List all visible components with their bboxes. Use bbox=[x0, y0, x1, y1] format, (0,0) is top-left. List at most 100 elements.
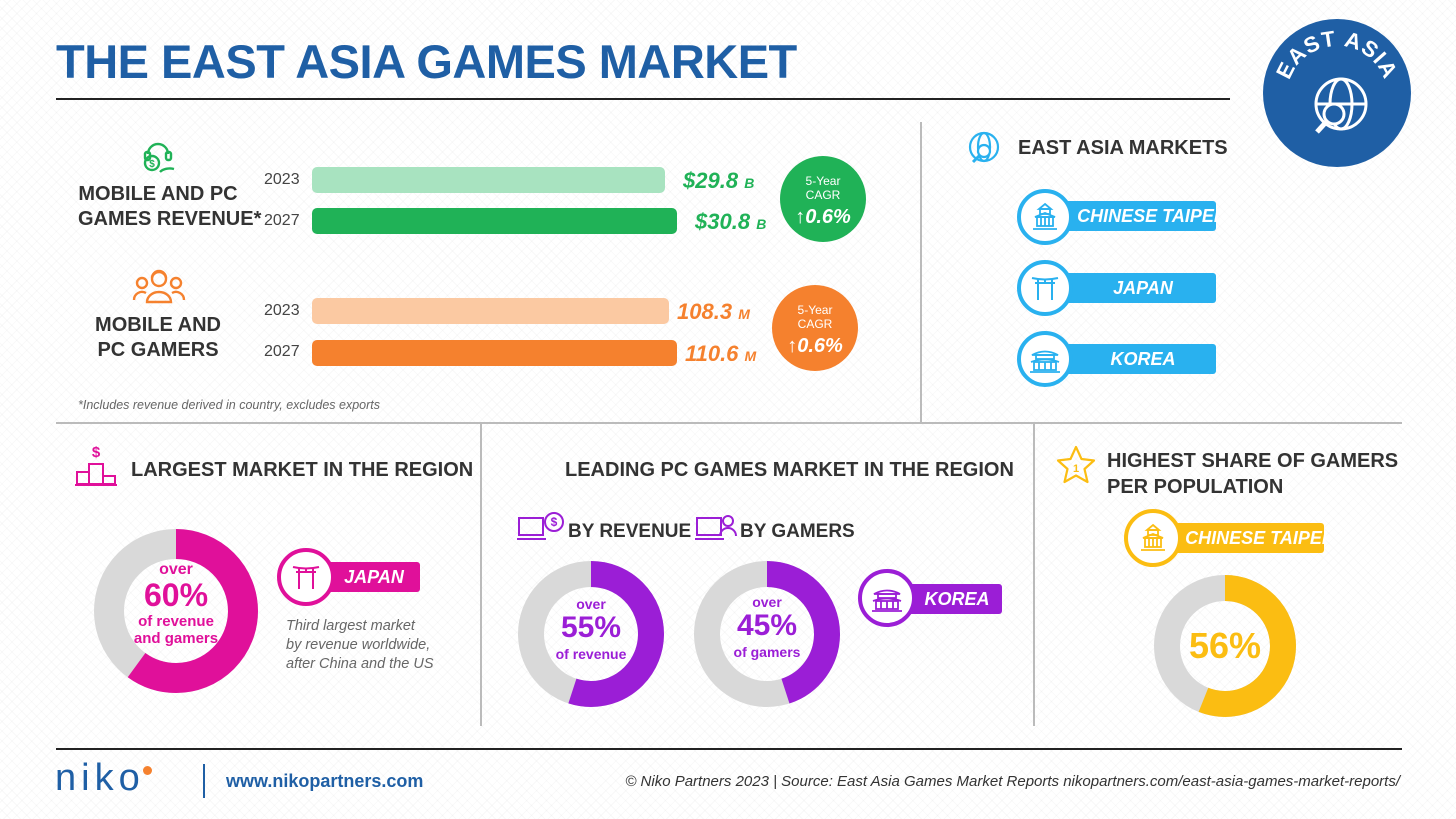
divider-vertical-top bbox=[920, 122, 922, 422]
svg-text:1: 1 bbox=[1073, 463, 1079, 475]
niko-logo: niko bbox=[55, 757, 152, 800]
largest-over: over bbox=[159, 561, 193, 578]
gam-over: over bbox=[752, 594, 782, 610]
by-gamers-donut-label: over 45% of gamers bbox=[692, 594, 842, 660]
gam-sub: of gamers bbox=[733, 644, 801, 660]
revenue-bar-2023 bbox=[312, 167, 665, 193]
largest-donut-label: over 60% of revenue and gamers bbox=[93, 561, 259, 647]
globe-search-icon bbox=[968, 131, 1000, 164]
revenue-value-2023: $29.8 B bbox=[683, 168, 755, 193]
svg-text:$: $ bbox=[92, 444, 101, 461]
footnote: *Includes revenue derived in country, ex… bbox=[78, 398, 381, 412]
revenue-headset-icon: $ bbox=[143, 142, 175, 173]
gamers-cagr-circle: 5-Year CAGR ↑0.6% bbox=[772, 285, 858, 371]
market-pill-japan: JAPAN bbox=[1050, 273, 1216, 303]
revenue-label-line2: GAMES REVENUE* bbox=[78, 208, 262, 230]
rev-sub: of revenue bbox=[555, 646, 627, 662]
by-revenue-label: BY REVENUE bbox=[568, 521, 692, 542]
divider-vertical-right bbox=[1033, 424, 1035, 726]
revenue-year-2027: 2027 bbox=[264, 212, 300, 229]
japan-note-line2: by revenue worldwide, bbox=[286, 637, 431, 653]
largest-heading: LARGEST MARKET IN THE REGION bbox=[131, 459, 474, 481]
divider-horizontal-middle bbox=[56, 422, 1402, 424]
logo-dot-icon bbox=[142, 766, 152, 775]
torii-gate-icon bbox=[277, 548, 335, 606]
temple-icon bbox=[1124, 509, 1182, 567]
by-gamers-label: BY GAMERS bbox=[740, 521, 855, 542]
gamers-year-2023: 2023 bbox=[264, 302, 300, 319]
rev-percent: 55% bbox=[560, 611, 622, 644]
market-label-japan: JAPAN bbox=[1113, 277, 1173, 298]
donut-segment bbox=[94, 529, 258, 693]
footer-source: © Niko Partners 2023 | Source: East Asia… bbox=[625, 773, 1400, 790]
up-arrow-icon: ↑ bbox=[795, 206, 806, 228]
highest-share-percent: 56% bbox=[1188, 625, 1262, 666]
temple-icon bbox=[1017, 189, 1073, 245]
gamers-label: MOBILE AND PC GAMERS bbox=[78, 313, 238, 363]
japan-note-line1: Third largest market bbox=[286, 618, 415, 634]
revenue-cagr-label1: 5-Year bbox=[805, 174, 841, 188]
rev-over: over bbox=[576, 596, 606, 612]
footer-divider bbox=[203, 764, 205, 798]
gamers-label-line2: PC GAMERS bbox=[97, 339, 219, 361]
east-asia-badge: EAST ASIA bbox=[1263, 19, 1411, 167]
korea-pill-label: KOREA bbox=[924, 588, 990, 609]
highest-share-donut-chart bbox=[1154, 575, 1296, 717]
gamers-value-2027: 110.6 M bbox=[685, 341, 757, 366]
largest-sub2: and gamers bbox=[133, 630, 219, 647]
japan-note-line3: after China and the US bbox=[286, 656, 434, 672]
gamers-label-line1: MOBILE AND bbox=[95, 314, 221, 336]
niko-logo-text: niko bbox=[55, 757, 145, 799]
markets-heading: EAST ASIA MARKETS bbox=[1018, 137, 1228, 159]
japan-pill-label: JAPAN bbox=[344, 566, 404, 587]
donut-segment bbox=[518, 561, 664, 707]
star-rank-icon: 1 bbox=[1056, 445, 1096, 484]
gamers-cagr-label1: 5-Year bbox=[797, 303, 833, 317]
market-pill-korea: KOREA bbox=[1050, 344, 1216, 374]
palace-icon bbox=[858, 569, 916, 627]
revenue-cagr-label2: CAGR bbox=[805, 188, 841, 202]
gamers-bar-2023 bbox=[312, 298, 669, 324]
pc-gamers-icon bbox=[695, 515, 737, 540]
up-arrow-icon: ↑ bbox=[787, 335, 798, 357]
gamers-bar-2027 bbox=[312, 340, 677, 366]
by-revenue-donut-label: over 55% of revenue bbox=[516, 596, 666, 662]
footer-url-link[interactable]: www.nikopartners.com bbox=[226, 771, 424, 791]
largest-donut-chart bbox=[94, 529, 258, 693]
chinese-taipei-pill: CHINESE TAIPEI bbox=[1158, 523, 1327, 553]
gamers-cagr-label2: CAGR bbox=[797, 317, 833, 331]
donut-segment bbox=[1154, 575, 1296, 717]
palace-icon bbox=[1017, 331, 1073, 387]
donut-segment bbox=[694, 561, 840, 707]
torii-gate-icon bbox=[1017, 260, 1073, 316]
highest-share-heading: HIGHEST SHARE OF GAMERS PER POPULATION bbox=[1107, 448, 1398, 500]
gamers-group-icon bbox=[132, 269, 186, 304]
highest-share-heading-line1: HIGHEST SHARE OF GAMERS bbox=[1107, 450, 1399, 472]
title-underline bbox=[56, 98, 1230, 100]
page-title: THE EAST ASIA GAMES MARKET bbox=[56, 35, 797, 88]
chinese-taipei-pill-label: CHINESE TAIPEI bbox=[1185, 527, 1327, 548]
market-label-korea: KOREA bbox=[1110, 348, 1176, 369]
gam-percent: 45% bbox=[736, 609, 798, 642]
gamers-value-2023: 108.3 M bbox=[677, 299, 750, 324]
market-pill-chinese-taipei: CHINESE TAIPEI bbox=[1050, 201, 1219, 231]
revenue-year-2023: 2023 bbox=[264, 171, 300, 188]
revenue-label: MOBILE AND PC GAMES REVENUE* bbox=[78, 182, 262, 232]
by-revenue-donut-chart bbox=[518, 561, 664, 707]
leading-pc-heading: LEADING PC GAMES MARKET IN THE REGION bbox=[565, 459, 1014, 481]
revenue-label-line1: MOBILE AND PC bbox=[78, 183, 238, 205]
market-label-chinese-taipei: CHINESE TAIPEI bbox=[1077, 205, 1219, 226]
largest-percent: 60% bbox=[143, 577, 209, 613]
pc-revenue-icon: $ bbox=[517, 512, 564, 540]
svg-text:$: $ bbox=[149, 159, 155, 170]
gamers-year-2027: 2027 bbox=[264, 343, 300, 360]
revenue-cagr-circle: 5-Year CAGR ↑0.6% bbox=[780, 156, 866, 242]
gamers-cagr-value: 0.6% bbox=[797, 335, 843, 357]
highest-share-heading-line2: PER POPULATION bbox=[1107, 476, 1284, 498]
svg-text:$: $ bbox=[551, 515, 558, 529]
revenue-bar-2027 bbox=[312, 208, 677, 234]
japan-note: Third largest market by revenue worldwid… bbox=[286, 617, 434, 674]
footer-rule bbox=[56, 748, 1402, 750]
revenue-value-2027: $30.8 B bbox=[695, 209, 767, 234]
by-gamers-donut-chart bbox=[694, 561, 840, 707]
